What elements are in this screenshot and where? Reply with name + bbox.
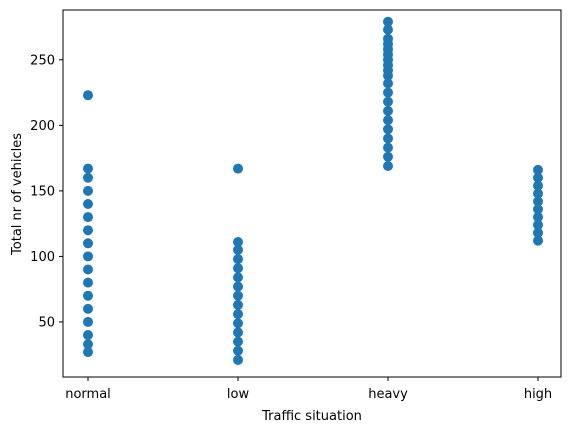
scatter-point-high-56 [533,196,543,207]
scatter-point-normal-7 [83,238,93,249]
scatter-point-low-30 [233,345,243,356]
scatter-point-normal-1 [83,163,93,174]
scatter-point-heavy-50 [383,151,393,162]
scatter-point-normal-5 [83,212,93,223]
scatter-point-normal-12 [83,303,93,314]
scatter-point-heavy-33 [383,24,393,35]
x-tick-label-high: high [524,387,552,402]
scatter-point-normal-13 [83,316,93,327]
scatter-point-low-18 [233,236,243,247]
scatter-point-high-60 [533,227,543,238]
scatter-point-low-28 [233,327,243,338]
scatter-point-low-17 [233,163,243,174]
scatter-point-low-26 [233,309,243,320]
scatter-point-high-53 [533,172,543,183]
y-tick-label-150: 150 [30,184,55,199]
scatter-point-normal-8 [83,251,93,262]
y-axis-label: Total nr of vehicles [10,133,25,256]
scatter-point-low-31 [233,354,243,365]
scatter-point-low-23 [233,281,243,292]
scatter-point-normal-6 [83,225,93,236]
scatter-points-layer [83,16,543,365]
x-tick-label-normal: normal [65,387,111,402]
scatter-point-high-54 [533,180,543,191]
scatter-point-normal-10 [83,277,93,288]
scatter-point-normal-2 [83,172,93,183]
scatter-point-normal-14 [83,330,93,341]
scatter-point-low-21 [233,263,243,274]
scatter-point-normal-9 [83,264,93,275]
scatter-point-low-29 [233,336,243,347]
scatter-point-low-22 [233,272,243,283]
scatter-point-heavy-46 [383,115,393,126]
x-axis-label: Traffic situation [261,409,362,424]
scatter-point-heavy-48 [383,133,393,144]
scatter-point-heavy-45 [383,105,393,116]
scatter-point-normal-3 [83,185,93,196]
scatter-point-high-57 [533,204,543,215]
scatter-point-high-58 [533,212,543,223]
scatter-point-low-20 [233,254,243,265]
scatter-point-heavy-49 [383,142,393,153]
scatter-point-normal-0 [83,90,93,101]
scatter-point-normal-15 [83,339,93,350]
y-axis-ticks: 50 100 150 200 250 [30,53,63,330]
y-tick-label-50: 50 [38,315,55,330]
scatter-point-normal-16 [83,347,93,358]
x-tick-label-heavy: heavy [368,387,408,402]
scatter-point-low-24 [233,290,243,301]
scatter-point-normal-4 [83,198,93,209]
scatter-point-heavy-42 [383,78,393,89]
y-tick-label-250: 250 [30,53,55,68]
scatter-point-heavy-41 [383,70,393,81]
scatter-point-normal-11 [83,290,93,301]
y-tick-label-100: 100 [30,250,55,265]
y-tick-label-200: 200 [30,119,55,134]
scatter-point-low-19 [233,244,243,255]
x-tick-label-low: low [227,387,250,402]
scatter-point-low-25 [233,299,243,310]
plot-area-frame [62,9,562,378]
scatter-point-high-52 [533,164,543,175]
scatter-point-heavy-32 [383,16,393,27]
scatter-point-heavy-44 [383,96,393,107]
x-axis-ticks: normal low heavy high [65,377,552,402]
scatter-point-low-27 [233,318,243,329]
scatter-point-heavy-47 [383,124,393,135]
scatter-point-high-59 [533,219,543,230]
scatter-point-heavy-43 [383,87,393,98]
scatter-point-high-55 [533,188,543,199]
scatter-point-high-61 [533,235,543,246]
scatter-point-heavy-51 [383,160,393,171]
